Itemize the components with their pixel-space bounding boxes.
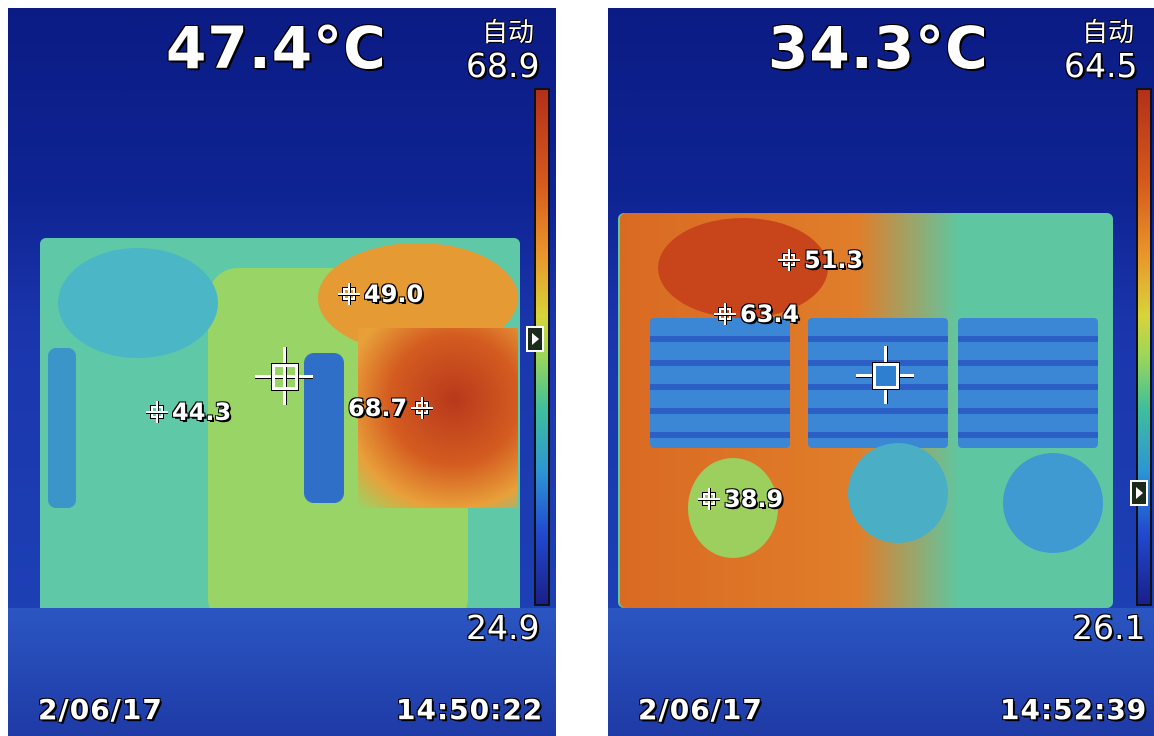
spot-marker-49: 49.0 [338, 280, 423, 308]
spot-crosshair-icon [698, 488, 720, 510]
spot-marker-51: 51.3 [778, 246, 863, 274]
range-mode-label: 自动 [482, 18, 535, 48]
spot-value: 38.9 [724, 485, 784, 513]
center-temperature: 34.3°C [768, 14, 989, 82]
spot-crosshair-icon [146, 401, 168, 423]
spot-value: 63.4 [740, 300, 800, 328]
heatsink-right [958, 318, 1098, 448]
heatsink-left [650, 318, 790, 448]
capacitor-bottom-middle [848, 443, 948, 543]
bottom-leads [8, 608, 556, 736]
thermal-image-right: 34.3°C 自动 64.5 26.1 51.3 63.4 38.9 2/06/… [608, 8, 1154, 736]
hot-capacitor-top [658, 218, 828, 318]
center-crosshair-icon [856, 346, 914, 404]
capture-time: 14:50:22 [396, 693, 544, 726]
spot-value: 51.3 [804, 246, 864, 274]
capture-date: 2/06/17 [638, 693, 763, 726]
spot-crosshair-icon [778, 249, 800, 271]
scale-max-value: 68.9 [466, 46, 540, 85]
cold-left-strip [48, 348, 76, 508]
spot-value: 44.3 [172, 398, 232, 426]
scale-level-marker [526, 326, 544, 352]
spot-crosshair-icon [411, 397, 434, 419]
scale-level-marker [1130, 480, 1148, 506]
capacitor-left [58, 248, 218, 358]
spot-marker-68: 68.7 [348, 394, 434, 422]
center-temperature: 47.4°C [166, 14, 387, 82]
thermal-image-left: 47.4°C 自动 68.9 24.9 49.0 44.3 68.7 2/06/… [8, 8, 556, 736]
heatsink-slot [304, 353, 344, 503]
spot-value: 68.7 [348, 394, 408, 422]
spot-value: 49.0 [364, 280, 424, 308]
scale-min-value: 26.1 [1072, 608, 1146, 647]
spot-crosshair-icon [338, 283, 360, 305]
range-mode-label: 自动 [1082, 18, 1135, 48]
capacitor-bottom-left [688, 458, 778, 558]
scale-max-value: 64.5 [1064, 46, 1138, 85]
capacitor-bottom-right [1003, 453, 1103, 553]
spot-crosshair-icon [714, 303, 736, 325]
hotspot [358, 328, 518, 508]
scale-min-value: 24.9 [466, 608, 540, 647]
spot-marker-63: 63.4 [714, 300, 799, 328]
capture-time: 14:52:39 [1000, 693, 1148, 726]
capture-date: 2/06/17 [38, 693, 163, 726]
spot-marker-38: 38.9 [698, 485, 783, 513]
spot-marker-44: 44.3 [146, 398, 231, 426]
bottom-leads [608, 608, 1154, 736]
center-crosshair-icon [255, 347, 313, 405]
color-scale-bar [1136, 88, 1152, 606]
